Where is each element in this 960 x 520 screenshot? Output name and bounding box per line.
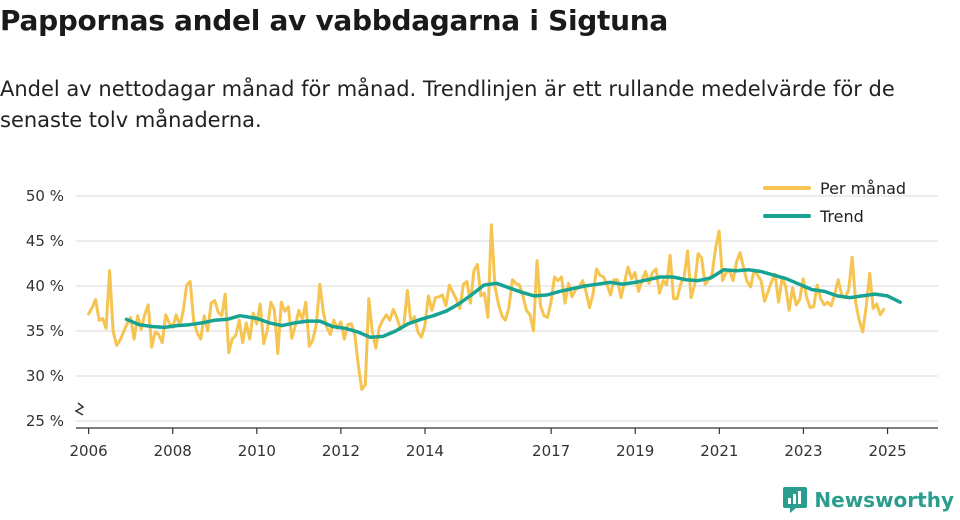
series-line-per-manad <box>87 223 886 391</box>
y-tick-label: 40 % <box>26 277 64 295</box>
y-tick-label: 30 % <box>26 367 64 385</box>
chart-title: Pappornas andel av vabbdagarna i Sigtuna <box>0 4 668 37</box>
y-tick-label: 25 % <box>26 412 64 430</box>
x-tick-label: 2017 <box>532 442 570 460</box>
x-tick-label: 2023 <box>784 442 822 460</box>
axis-break-icon <box>60 402 92 416</box>
y-tick-label: 35 % <box>26 322 64 340</box>
x-tick-label: 2006 <box>70 442 108 460</box>
legend-label-monthly: Per månad <box>820 179 906 198</box>
y-tick-label: 50 % <box>26 187 64 205</box>
x-tick-label: 2021 <box>700 442 738 460</box>
chart-subtitle: Andel av nettodagar månad för månad. Tre… <box>0 77 895 132</box>
x-tick-label: 2014 <box>406 442 444 460</box>
x-tick-label: 2008 <box>154 442 192 460</box>
brand-name: Newsworthy <box>814 488 954 512</box>
legend-label-trend: Trend <box>819 207 864 226</box>
x-tick-label: 2012 <box>322 442 360 460</box>
x-tick-label: 2019 <box>616 442 654 460</box>
x-tick-label: 2010 <box>238 442 276 460</box>
x-tick-label: 2025 <box>868 442 906 460</box>
legend: Per månad Trend <box>763 179 906 226</box>
y-tick-label: 45 % <box>26 232 64 250</box>
newsworthy-logo-icon <box>783 487 808 513</box>
series-line-trend <box>124 268 902 340</box>
brand-logo[interactable]: Newsworthy <box>782 486 954 514</box>
